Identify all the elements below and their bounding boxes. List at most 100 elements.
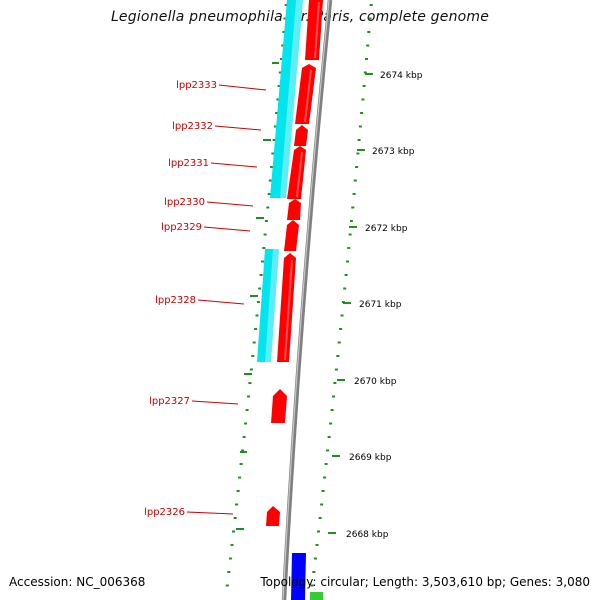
tick-dot bbox=[329, 422, 333, 425]
blue-feature bbox=[291, 553, 306, 600]
kbp-label: 2674 kbp bbox=[380, 71, 423, 81]
tick-dot bbox=[326, 449, 330, 452]
tick-dot bbox=[275, 112, 279, 114]
gene-label: lpp2330 bbox=[164, 197, 205, 208]
tick-dot bbox=[261, 260, 264, 263]
tick-dot bbox=[255, 314, 259, 317]
tick-dot bbox=[282, 31, 286, 33]
outer-tick-track bbox=[310, 4, 373, 587]
tick-dot bbox=[239, 463, 243, 465]
tick-dot bbox=[355, 166, 359, 168]
kbp-label: 2672 kbp bbox=[365, 224, 408, 234]
gene-label: lpp2326 bbox=[144, 507, 185, 518]
tick-dot bbox=[267, 193, 271, 195]
kbp-label: 2669 kbp bbox=[349, 453, 392, 463]
gene-features bbox=[266, 0, 323, 526]
tick-dot bbox=[367, 31, 371, 33]
tick-dot bbox=[349, 220, 353, 222]
tick-dot bbox=[283, 17, 287, 20]
gene-label: lpp2331 bbox=[168, 158, 209, 169]
leader-line bbox=[203, 226, 251, 232]
tick-dot bbox=[356, 152, 360, 155]
tick-dot bbox=[348, 233, 352, 236]
tick-dot bbox=[340, 314, 344, 317]
inner-track-dashes bbox=[236, 62, 279, 530]
tick-dot bbox=[324, 463, 328, 465]
kbp-label: 2670 kbp bbox=[354, 377, 397, 387]
gene-label: lpp2332 bbox=[172, 121, 213, 132]
tick-dot bbox=[318, 517, 322, 519]
tick-dot bbox=[280, 58, 283, 60]
gene-arrow bbox=[287, 199, 301, 220]
tick-dot bbox=[228, 557, 232, 560]
tick-dot bbox=[227, 571, 231, 573]
tick-dot bbox=[249, 368, 253, 371]
gene-arrow bbox=[287, 146, 306, 199]
tick-dot bbox=[263, 233, 267, 236]
tick-dot bbox=[233, 517, 237, 519]
tick-dot bbox=[256, 301, 260, 303]
tick-dot bbox=[343, 287, 347, 290]
tick-dot bbox=[347, 247, 351, 249]
tick-dot bbox=[236, 490, 240, 492]
tick-dot bbox=[351, 206, 355, 209]
tick-dot bbox=[323, 476, 327, 479]
leader-line bbox=[218, 84, 267, 91]
tick-dot bbox=[244, 422, 248, 425]
tick-dot bbox=[268, 179, 272, 182]
gene-arrow bbox=[271, 389, 287, 423]
tick-dot bbox=[321, 490, 325, 492]
tick-dot bbox=[242, 436, 246, 438]
leader-line bbox=[186, 511, 234, 515]
tick-dot bbox=[273, 125, 277, 128]
tick-dot bbox=[247, 395, 250, 398]
tick-dot bbox=[272, 139, 276, 141]
tick-dot bbox=[368, 17, 372, 20]
tick-dot bbox=[277, 85, 281, 87]
kbp-label: 2673 kbp bbox=[372, 147, 415, 157]
tick-dot bbox=[358, 125, 362, 128]
cog-track bbox=[257, 0, 303, 362]
tick-dot bbox=[337, 341, 341, 344]
leader-line bbox=[210, 162, 258, 168]
tick-dot bbox=[248, 382, 252, 384]
leader-line bbox=[206, 201, 254, 207]
tick-dot bbox=[336, 355, 340, 357]
leader-line bbox=[214, 125, 262, 131]
tick-dot bbox=[361, 98, 365, 101]
tick-dot bbox=[278, 71, 282, 74]
tick-dot bbox=[333, 382, 337, 384]
tick-dot bbox=[317, 530, 320, 533]
accession-text: Accession: NC_006368 bbox=[9, 575, 146, 589]
inner-tick-track bbox=[225, 4, 288, 587]
cog-segment-highlight bbox=[265, 249, 279, 362]
tick-dot bbox=[320, 503, 324, 506]
tick-dot bbox=[365, 58, 368, 60]
tick-dot bbox=[235, 503, 239, 506]
tick-dot bbox=[262, 247, 266, 249]
leader-line bbox=[197, 299, 245, 305]
tick-dot bbox=[353, 179, 357, 182]
genome-summary-text: Topology: circular; Length: 3,503,610 bp… bbox=[260, 575, 590, 589]
tick-dot bbox=[369, 4, 373, 6]
tick-dot bbox=[230, 544, 234, 546]
tick-dot bbox=[270, 166, 274, 168]
tick-dot bbox=[310, 584, 314, 587]
green-feature bbox=[310, 592, 323, 600]
gene-label: lpp2329 bbox=[161, 222, 202, 233]
tick-dot bbox=[271, 152, 275, 155]
tick-dot bbox=[241, 449, 245, 452]
tick-dot bbox=[363, 71, 367, 74]
gene-labels: lpp2333 lpp2332 lpp2331 lpp2330 lpp2329 … bbox=[144, 80, 217, 518]
tick-dot bbox=[332, 395, 335, 398]
tick-dot bbox=[266, 206, 270, 209]
tick-dot bbox=[232, 530, 235, 533]
gene-label: lpp2328 bbox=[155, 295, 196, 306]
tick-dot bbox=[344, 274, 348, 276]
genome-backbone bbox=[281, 0, 333, 600]
kbp-label: 2671 kbp bbox=[359, 300, 402, 310]
tick-dot bbox=[238, 476, 242, 479]
gene-arrow bbox=[294, 125, 308, 146]
